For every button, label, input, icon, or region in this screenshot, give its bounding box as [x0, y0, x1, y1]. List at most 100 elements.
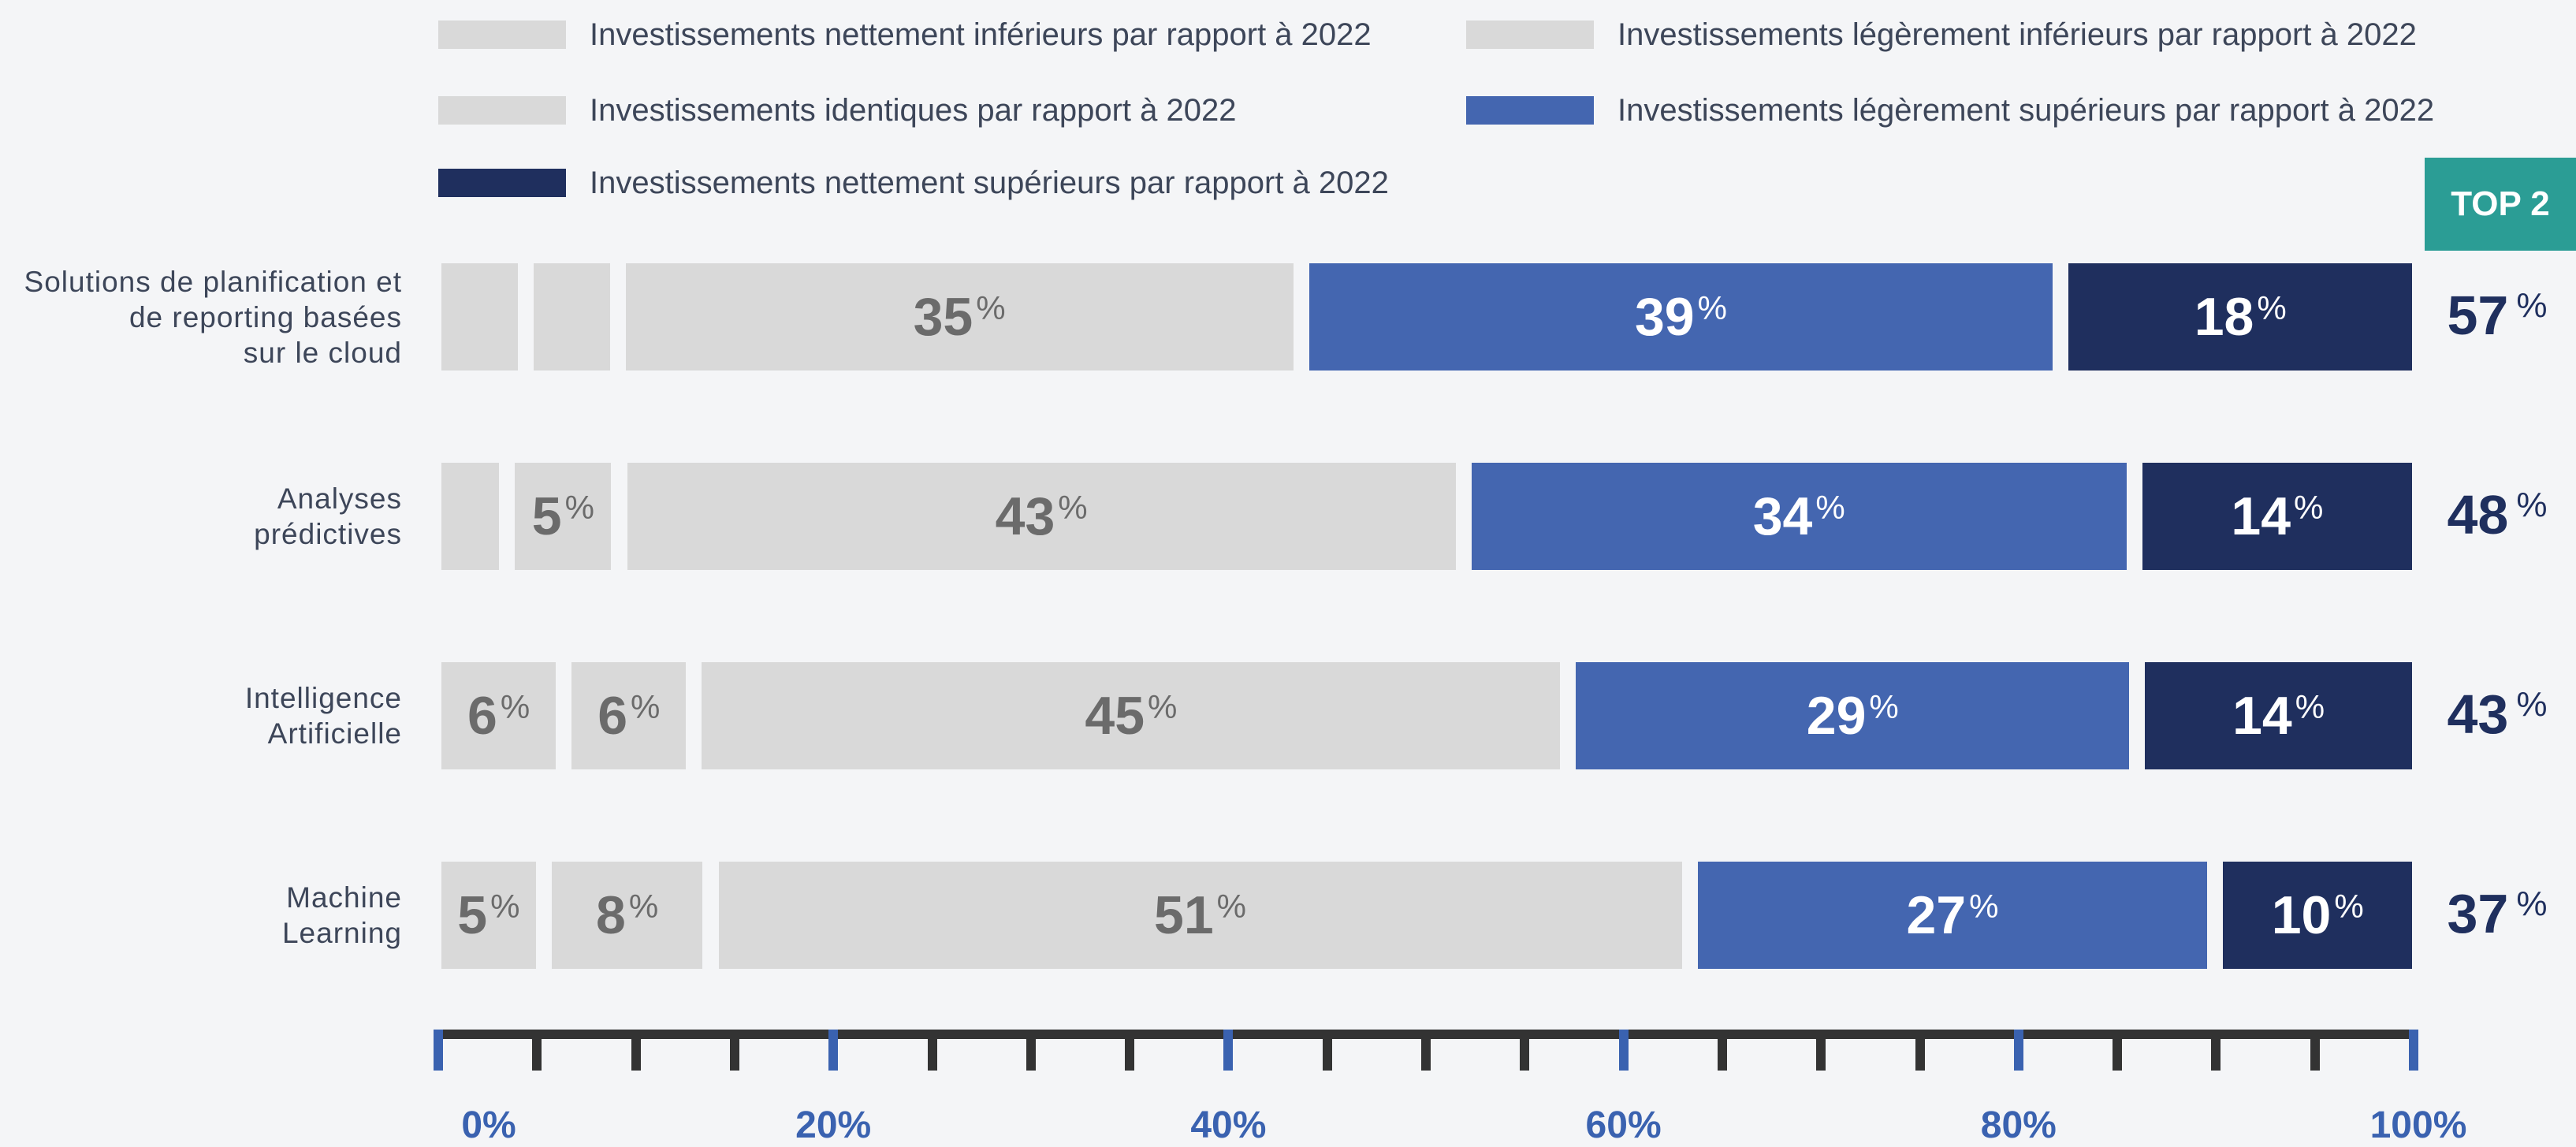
data-label-unit: % — [490, 888, 520, 925]
legend-swatch — [438, 169, 566, 197]
data-label: 14% — [2232, 689, 2325, 743]
category-label-line: de reporting basées — [128, 300, 402, 333]
top2-value-number: 57 — [2447, 285, 2509, 346]
data-label: 35% — [914, 290, 1006, 344]
data-label-value: 6 — [597, 686, 628, 746]
data-label-unit: % — [1969, 888, 1999, 925]
x-axis-minor-tick — [532, 1030, 542, 1071]
bar-segment: 10% — [2223, 862, 2412, 969]
data-label-unit: % — [1697, 289, 1727, 326]
category-label-line: Intelligence — [244, 682, 402, 714]
x-axis-minor-tick — [729, 1030, 739, 1071]
top2-header: TOP 2 — [2425, 158, 2576, 251]
data-label-value: 51 — [1154, 885, 1214, 945]
bar-segment: 6% — [441, 662, 557, 769]
x-axis-minor-tick — [1322, 1030, 1332, 1071]
data-label: 51% — [1154, 888, 1246, 942]
x-axis-major-tick — [434, 1030, 443, 1071]
data-label-value: 34 — [1752, 486, 1813, 546]
x-axis-major-tick — [2013, 1030, 2023, 1071]
data-label-value: 8 — [596, 885, 626, 945]
data-label-unit: % — [1216, 888, 1246, 925]
bar-segment: 14% — [2145, 662, 2412, 769]
x-axis-minor-tick — [1421, 1030, 1431, 1071]
bar-segment: 18% — [2068, 263, 2412, 371]
bar-segment: 5% — [441, 862, 536, 969]
legend-item: Investissements nettement inférieurs par… — [438, 17, 1372, 52]
x-axis-minor-tick — [1520, 1030, 1530, 1071]
x-axis-major-tick — [1223, 1030, 1234, 1071]
x-axis-minor-tick — [1915, 1030, 1925, 1071]
data-label: 14% — [2231, 490, 2323, 543]
x-axis-minor-tick — [1125, 1030, 1135, 1071]
top2-value: 43% — [2418, 683, 2576, 746]
data-label: 6% — [467, 689, 530, 743]
top2-value-unit: % — [2516, 884, 2548, 923]
x-tick-label: 80% — [1980, 1104, 2057, 1146]
data-label: 45% — [1085, 689, 1177, 743]
data-label: 18% — [2194, 290, 2287, 344]
data-label: 6% — [597, 689, 660, 743]
bar-segment: 35% — [625, 263, 1294, 371]
x-axis-minor-tick — [1816, 1030, 1826, 1071]
legend-swatch — [438, 20, 566, 49]
data-label-value: 29 — [1806, 686, 1867, 746]
x-tick-label: 0% — [461, 1104, 516, 1146]
x-tick-label: 100% — [2369, 1104, 2467, 1146]
data-label-value: 6 — [467, 686, 497, 746]
legend-item: Investissements nettement supérieurs par… — [438, 166, 1389, 200]
top2-value-number: 37 — [2447, 883, 2509, 944]
bar-segment: 14% — [2142, 463, 2412, 570]
top2-value-number: 48 — [2447, 484, 2509, 546]
category-label: Solutions de planification et de reportin… — [0, 264, 402, 371]
data-label-value: 14 — [2232, 686, 2292, 746]
legend-label: Investissements nettement inférieurs par… — [590, 17, 1372, 52]
x-axis-minor-tick — [2113, 1030, 2123, 1071]
bar-segment: 27% — [1697, 862, 2208, 969]
data-label-value: 18 — [2194, 287, 2254, 347]
category-label-line: sur le cloud — [243, 336, 402, 369]
legend-item: Investissements légèrement supérieurs pa… — [1466, 92, 2435, 128]
legend-label: Investissements légèrement supérieurs pa… — [1617, 92, 2435, 128]
data-label: 34% — [1753, 490, 1845, 543]
category-label-line: prédictives — [254, 518, 402, 550]
data-label-unit: % — [628, 888, 659, 925]
x-tick-label: 60% — [1585, 1104, 1662, 1146]
category-label: Machine Learning — [0, 880, 402, 951]
top2-value-unit: % — [2516, 286, 2548, 325]
data-label-value: 27 — [1906, 885, 1967, 945]
data-label-unit: % — [1869, 688, 1899, 725]
bar-segment: 43% — [627, 463, 1456, 570]
data-label-value: 14 — [2231, 486, 2291, 546]
x-axis-minor-tick — [2310, 1030, 2320, 1071]
legend-label: Investissements identiques par rapport à… — [590, 92, 1237, 128]
top2-value-unit: % — [2516, 685, 2548, 724]
bar-segment: 6% — [571, 662, 687, 769]
data-label-unit: % — [1148, 688, 1178, 725]
data-label-unit: % — [2257, 289, 2287, 326]
top2-value-number: 43 — [2447, 683, 2509, 745]
data-label: 29% — [1807, 689, 1899, 743]
bar-segment: 29% — [1576, 662, 2130, 769]
data-label-value: 43 — [995, 486, 1055, 546]
legend-item: Investissements identiques par rapport à… — [438, 92, 1237, 128]
x-axis-major-tick — [828, 1030, 839, 1071]
data-label-unit: % — [564, 489, 594, 526]
category-label-line: Learning — [281, 917, 402, 949]
legend-swatch — [1466, 96, 1594, 125]
data-label-value: 39 — [1634, 287, 1695, 347]
category-label: Analyses prédictives — [0, 481, 402, 552]
data-label: 27% — [1906, 888, 1998, 942]
x-tick-label: 20% — [795, 1104, 872, 1146]
bar-segment: 5% — [515, 463, 612, 570]
data-label-value: 45 — [1085, 686, 1145, 746]
x-tick-label: 40% — [1190, 1104, 1267, 1146]
bar-segment: 34% — [1471, 463, 2127, 570]
data-label-value: 5 — [457, 885, 488, 945]
data-label-unit: % — [2334, 888, 2364, 925]
top2-value: 57% — [2418, 284, 2576, 347]
top2-value: 37% — [2418, 882, 2576, 945]
x-axis-minor-tick — [2211, 1030, 2221, 1071]
data-label-unit: % — [2295, 688, 2325, 725]
x-axis-major-tick — [1618, 1030, 1629, 1071]
